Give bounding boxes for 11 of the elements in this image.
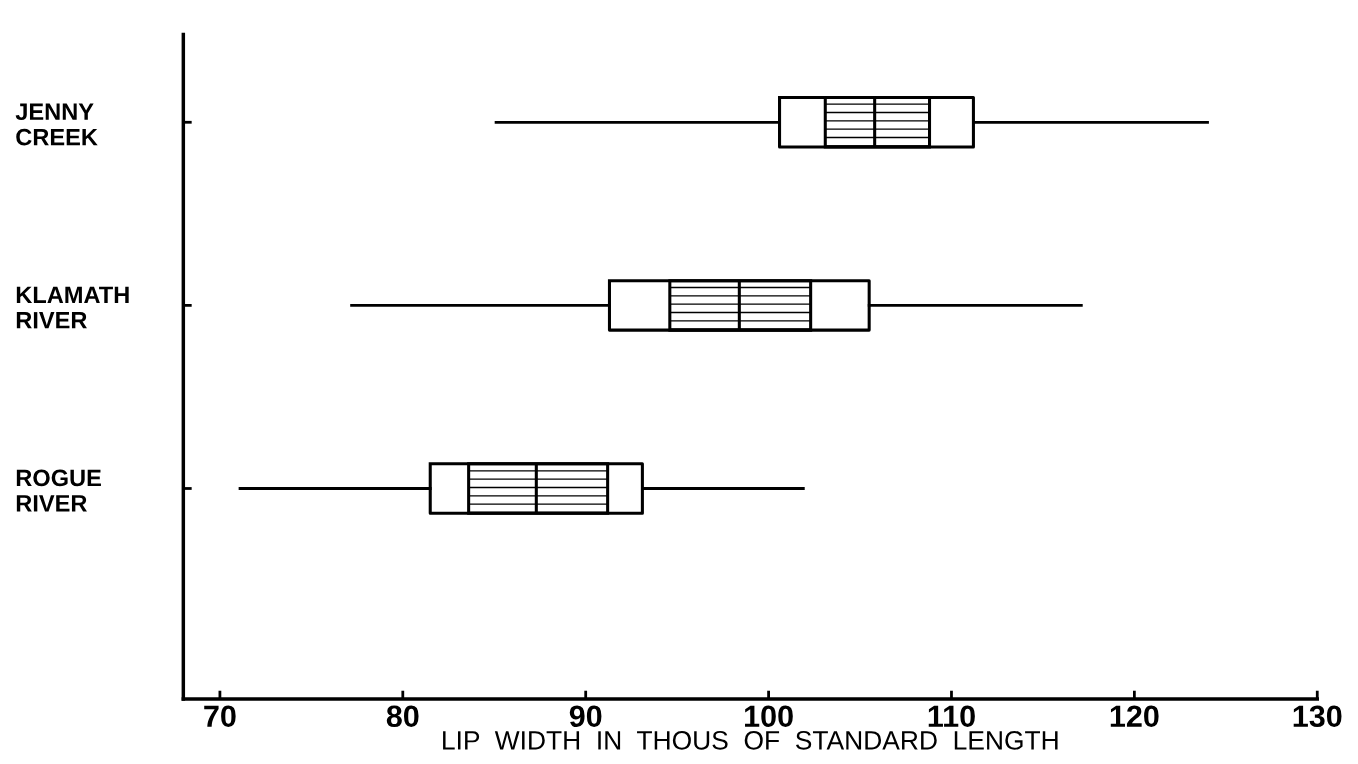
y-tick-label: JENNY CREEK — [15, 103, 98, 146]
y-tick-label: ROGUE RIVER — [16, 469, 101, 512]
x-tick-label: 80 — [386, 705, 419, 728]
x-axis-title: LIP WIDTH IN THOUS OF STANDARD LENGTH — [443, 731, 1058, 750]
x-tick-label: 120 — [1110, 705, 1159, 728]
x-tick-label: 110 — [928, 705, 975, 728]
x-tick-label: 90 — [569, 705, 602, 728]
x-tick-label: 70 — [204, 705, 236, 728]
x-tick-label: 130 — [1293, 705, 1342, 728]
x-tick-label: 100 — [745, 705, 793, 728]
y-tick-label: KLAMATH RIVER — [16, 286, 129, 329]
